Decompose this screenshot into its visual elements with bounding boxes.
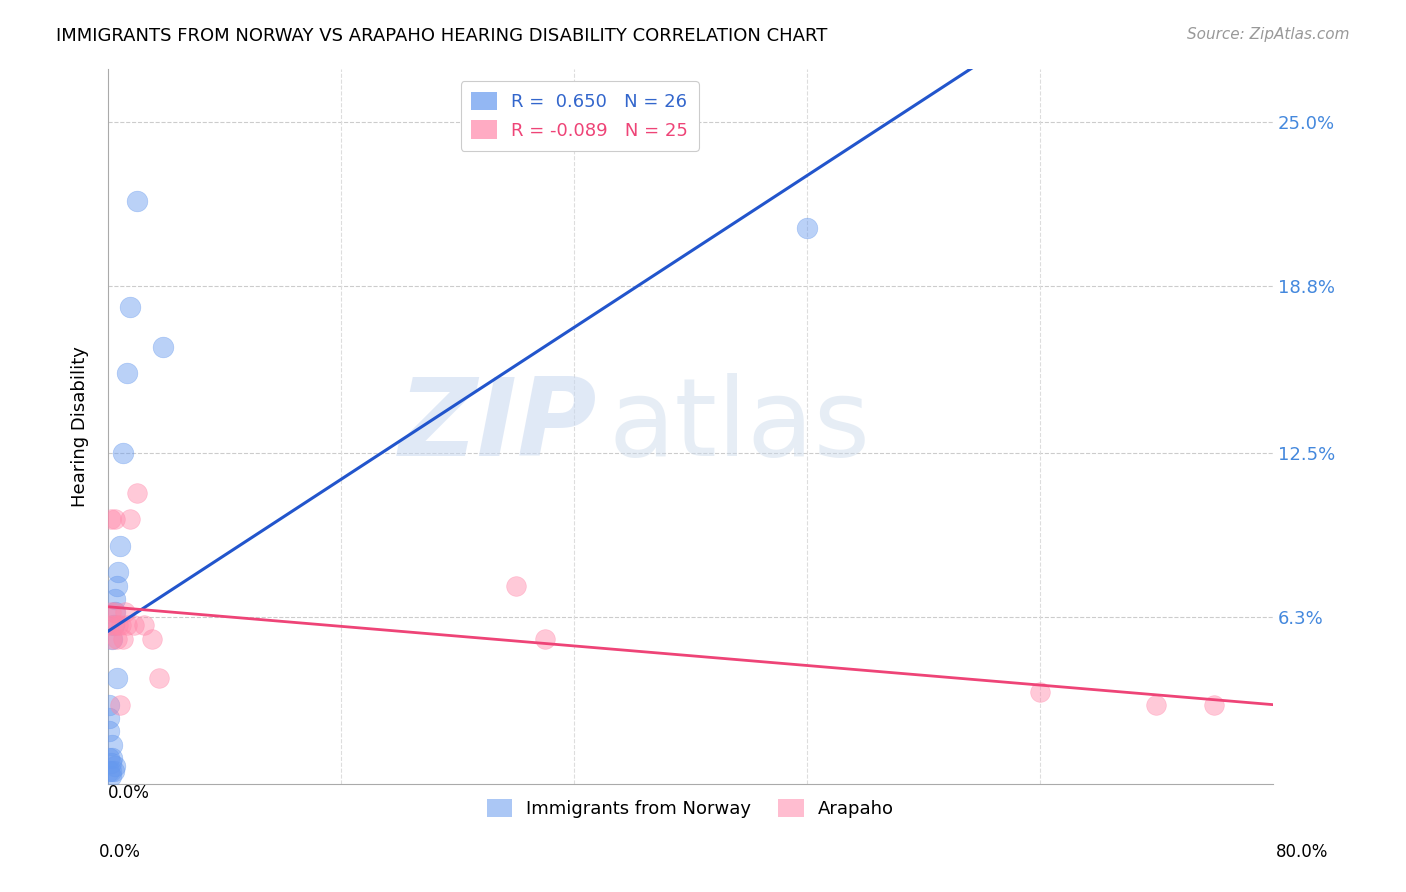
Point <box>101 632 124 646</box>
Point <box>148 672 170 686</box>
Point <box>98 764 121 779</box>
Point <box>103 764 125 779</box>
Point <box>115 367 138 381</box>
Point <box>533 632 555 646</box>
Text: IMMIGRANTS FROM NORWAY VS ARAPAHO HEARING DISABILITY CORRELATION CHART: IMMIGRANTS FROM NORWAY VS ARAPAHO HEARIN… <box>56 27 828 45</box>
Point <box>118 300 141 314</box>
Point <box>118 512 141 526</box>
Point <box>105 672 128 686</box>
Point <box>105 632 128 646</box>
Point <box>1144 698 1167 712</box>
Point <box>108 539 131 553</box>
Point <box>152 340 174 354</box>
Text: 0.0%: 0.0% <box>98 843 141 861</box>
Point <box>111 632 134 646</box>
Legend: Immigrants from Norway, Arapaho: Immigrants from Norway, Arapaho <box>479 792 901 825</box>
Text: 0.0%: 0.0% <box>108 784 150 803</box>
Point <box>101 738 124 752</box>
Point <box>114 605 136 619</box>
Point <box>104 605 127 619</box>
Point <box>100 605 122 619</box>
Point <box>98 751 121 765</box>
Text: atlas: atlas <box>609 374 870 480</box>
Point <box>105 578 128 592</box>
Point <box>111 446 134 460</box>
Point <box>110 618 132 632</box>
Point <box>115 618 138 632</box>
Point <box>100 769 122 783</box>
Point <box>141 632 163 646</box>
Point <box>104 605 127 619</box>
Point <box>505 578 527 592</box>
Point <box>101 751 124 765</box>
Point <box>107 618 129 632</box>
Text: ZIP: ZIP <box>399 374 598 480</box>
Point <box>1028 684 1050 698</box>
Text: Source: ZipAtlas.com: Source: ZipAtlas.com <box>1187 27 1350 42</box>
Point <box>103 618 125 632</box>
Point <box>104 591 127 606</box>
Point <box>107 566 129 580</box>
Point <box>100 764 122 779</box>
Point <box>98 698 121 712</box>
Point <box>98 711 121 725</box>
Point <box>100 756 122 771</box>
Point <box>1204 698 1226 712</box>
Point <box>796 220 818 235</box>
Y-axis label: Hearing Disability: Hearing Disability <box>72 346 89 507</box>
Point <box>98 618 121 632</box>
Point <box>122 618 145 632</box>
Text: 80.0%: 80.0% <box>1277 843 1329 861</box>
Point <box>101 632 124 646</box>
Point <box>98 724 121 739</box>
Point <box>100 512 122 526</box>
Point <box>134 618 156 632</box>
Point <box>103 618 125 632</box>
Point <box>104 512 127 526</box>
Point <box>108 698 131 712</box>
Point <box>104 759 127 773</box>
Point <box>127 194 149 208</box>
Point <box>127 485 149 500</box>
